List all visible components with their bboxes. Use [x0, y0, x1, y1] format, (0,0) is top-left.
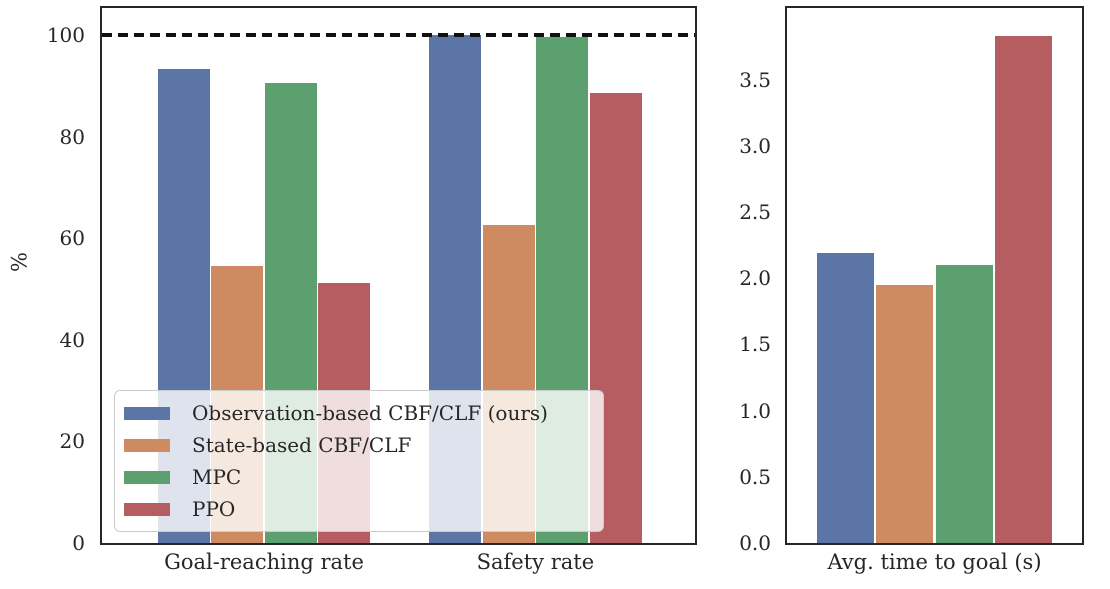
legend-label: MPC [192, 465, 242, 489]
y-tick-label: 3.0 [739, 133, 771, 158]
legend-item: State-based CBF/CLF [124, 429, 603, 461]
reference-line-100pct [102, 32, 695, 37]
legend-swatch-orange [124, 438, 170, 452]
x-tick-label: Avg. time to goal (s) [827, 550, 1042, 574]
bar-green-0 [935, 264, 993, 543]
y-tick-label: 1.5 [739, 332, 771, 357]
left-y-axis-label: % [7, 252, 32, 272]
y-tick-label: 1.0 [739, 398, 771, 423]
y-tick-label: 2.5 [739, 199, 771, 224]
bar-orange-0 [876, 284, 934, 543]
y-tick-label: 0.0 [739, 531, 771, 555]
legend-label: PPO [192, 497, 236, 521]
y-tick-label: 0 [72, 531, 85, 555]
y-tick-label: 40 [59, 327, 85, 352]
y-tick-label: 60 [59, 226, 85, 251]
legend-item: Observation-based CBF/CLF (ours) [124, 397, 603, 429]
y-tick-label: 0.5 [739, 464, 771, 489]
y-tick-label: 2.0 [739, 266, 771, 291]
legend-label: Observation-based CBF/CLF (ours) [192, 401, 548, 425]
legend-swatch-red [124, 502, 170, 516]
bar-blue-0 [816, 253, 874, 543]
left-axes: Observation-based CBF/CLF (ours) State-ba… [100, 6, 697, 545]
y-tick-label: 3.5 [739, 67, 771, 92]
y-tick-label: 20 [59, 429, 85, 454]
y-tick-label: 100 [46, 22, 85, 47]
bar-red-0 [995, 35, 1053, 543]
legend-swatch-green [124, 470, 170, 484]
legend-label: State-based CBF/CLF [192, 433, 412, 457]
legend-item: MPC [124, 461, 603, 493]
y-tick-label: 80 [59, 124, 85, 149]
x-tick-label: Safety rate [476, 550, 595, 574]
right-axes [785, 6, 1084, 545]
x-tick-label: Goal-reaching rate [164, 550, 364, 574]
legend: Observation-based CBF/CLF (ours) State-ba… [114, 390, 604, 532]
legend-item: PPO [124, 493, 603, 525]
legend-swatch-blue [124, 406, 170, 420]
